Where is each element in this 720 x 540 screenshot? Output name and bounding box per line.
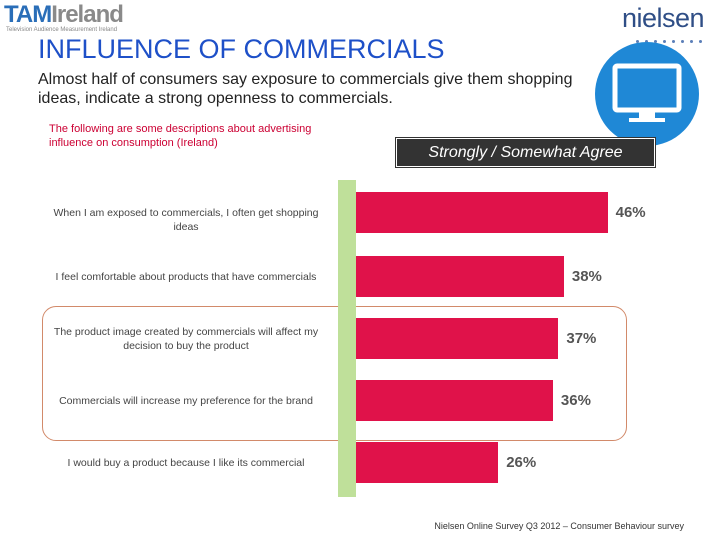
tam-logo-part2: Ireland: [51, 1, 124, 28]
bar-value-label: 38%: [571, 268, 602, 285]
nielsen-logo: nielsen: [614, 3, 705, 43]
television-icon: [612, 63, 682, 122]
source-note: Nielsen Online Survey Q3 2012 – Consumer…: [434, 521, 684, 531]
bar: [356, 256, 564, 297]
nielsen-logo-text: nielsen: [621, 3, 705, 33]
chart-description: The following are some descriptions abou…: [49, 123, 312, 149]
tam-ireland-logo: TAMIreland Television Audience Measureme…: [4, 2, 154, 36]
bar-value-label: 37%: [566, 330, 597, 347]
tv-badge: [595, 42, 699, 146]
bar: [356, 192, 608, 233]
category-label: I feel comfortable about products that h…: [55, 271, 317, 283]
nielsen-logo-dots: [630, 30, 702, 48]
highlight-frame: [42, 306, 627, 441]
category-label: I would buy a product because I like its…: [67, 457, 305, 469]
bar: [356, 442, 499, 483]
category-label: Commercials will increase my preference …: [59, 395, 313, 407]
category-label: When I am exposed to commercials, I ofte…: [53, 207, 319, 233]
bar-value-label: 36%: [560, 392, 591, 409]
page-subtitle: Almost half of consumers say exposure to…: [38, 71, 573, 107]
bar: [356, 318, 559, 359]
chart-axis-bar: [338, 180, 356, 497]
tam-logo-part1: TAM: [4, 1, 52, 28]
category-label: The product image created by commercials…: [53, 326, 319, 352]
legend-box: Strongly / Somewhat Agree: [395, 137, 656, 168]
page-title: INFLUENCE OF COMMERCIALS: [38, 34, 445, 64]
bar: [356, 380, 553, 421]
tam-logo-tagline: Television Audience Measurement Ireland: [6, 27, 118, 33]
bar-value-label: 46%: [615, 204, 646, 221]
bar-value-label: 26%: [506, 454, 537, 471]
